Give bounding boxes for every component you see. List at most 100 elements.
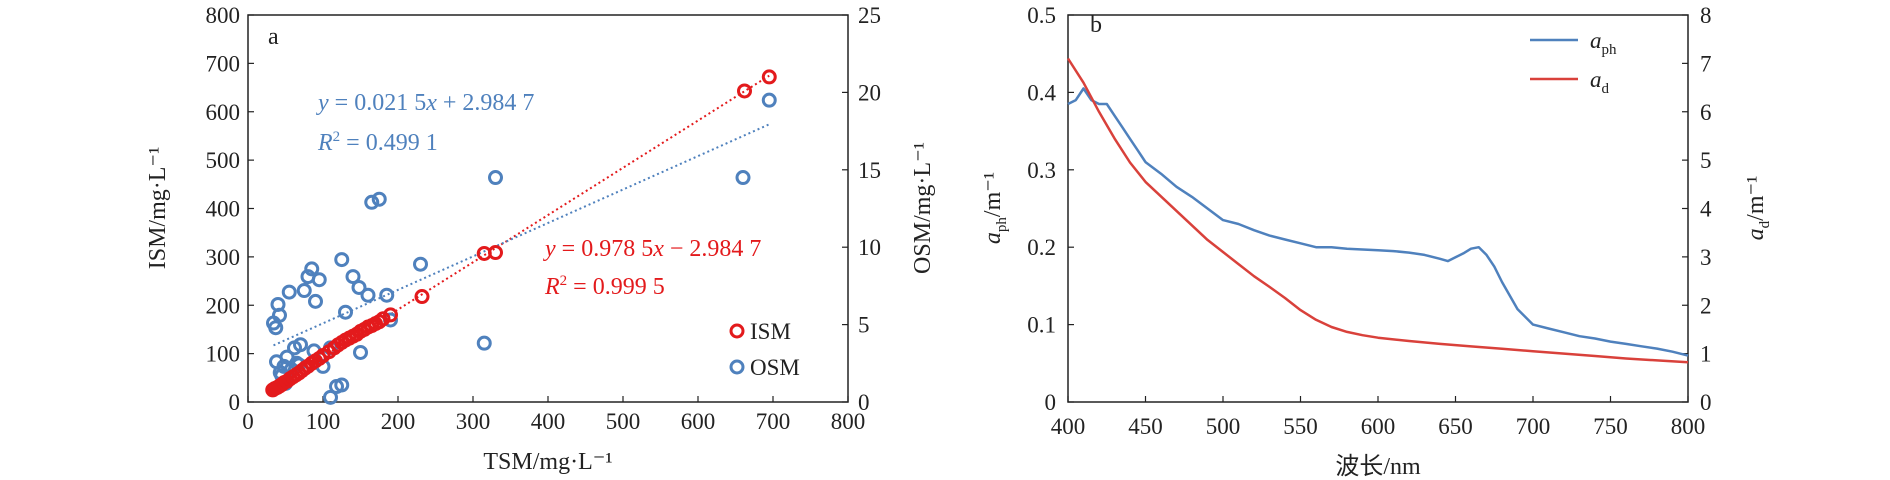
osm-point	[311, 272, 327, 288]
y-tick-label: 0.3	[1027, 158, 1056, 183]
ism-point	[737, 83, 752, 99]
y-right-tick-label: 2	[1700, 293, 1712, 318]
y-tick-label: 200	[206, 293, 241, 318]
legend-ad-sub: d	[1602, 81, 1610, 97]
x-tick-label: 300	[456, 409, 491, 434]
y-tick-label: 0	[229, 390, 241, 415]
osm-eq-tail: + 2.984 7	[437, 90, 535, 116]
x-tick-label: 600	[681, 409, 716, 434]
osm-point	[334, 252, 350, 268]
panel-b: b 400 450 500 550 600 650 700 750 800 00.10.20.3…	[980, 3, 1773, 480]
osm-point	[281, 284, 297, 300]
ism-point	[488, 245, 503, 261]
y-tick-label: 700	[206, 51, 241, 76]
y-right-tick-label: 20	[858, 80, 881, 105]
panel-b-y-right-label-unit: /m⁻¹	[1743, 176, 1769, 221]
y-right-tick-label: 7	[1700, 51, 1712, 76]
y-right-tick-label: 8	[1700, 3, 1712, 28]
y-right-tick-label: 6	[1700, 100, 1712, 125]
panel-a-legend: ISM OSM	[729, 319, 800, 380]
y-tick-label: 0.4	[1027, 80, 1056, 105]
ism-eq-body: = 0.978 5	[556, 236, 654, 262]
osm-r2-value: = 0.499 1	[340, 130, 438, 156]
osm-fit-equation: y = 0.021 5x + 2.984 7	[316, 90, 534, 116]
y-right-tick-label: 4	[1700, 197, 1712, 222]
y-right-tick-label: 15	[858, 158, 881, 183]
x-tick-label: 750	[1593, 414, 1628, 439]
panel-b-lines	[1066, 57, 1689, 364]
panel-b-y-right-axis-label: ad/m⁻¹	[1743, 176, 1773, 241]
x-tick-label: 800	[1671, 414, 1706, 439]
osm-eq-x: x	[425, 90, 437, 116]
ism-r2-value: = 0.999 5	[567, 274, 665, 300]
y-tick-label: 0.5	[1027, 3, 1056, 28]
y-right-tick-label: 0	[1700, 390, 1712, 415]
panel-b-x-axis-label: 波长/nm	[1335, 453, 1421, 480]
panel-a-fit-lines	[272, 74, 770, 390]
panel-a-x-ticks: 0 100 200 300 400 500 600 700 800	[242, 396, 865, 434]
panel-a-y-ticks: 0 100 200 300 400 500 600 700 800	[206, 3, 254, 415]
panel-b-y-label-sub: ph	[994, 217, 1010, 233]
legend-osm-marker	[729, 359, 745, 375]
panel-b-y-right-label-sub: d	[1757, 220, 1773, 228]
legend-ism-marker	[729, 323, 745, 339]
osm-point	[308, 293, 323, 309]
x-tick-label: 700	[1516, 414, 1551, 439]
panel-a-y-axis-label: ISM/mg·L⁻¹	[145, 147, 171, 270]
osm-point	[360, 287, 376, 303]
x-tick-label: 100	[306, 409, 341, 434]
legend-osm-label: OSM	[750, 355, 800, 380]
osm-fit-r2: R2 = 0.499 1	[317, 129, 438, 156]
y-tick-label: 600	[206, 100, 241, 125]
osm-point	[761, 92, 777, 108]
panel-b-label: b	[1090, 12, 1102, 38]
osm-trendline	[273, 123, 770, 347]
osm-point	[488, 170, 503, 186]
y-right-tick-label: 5	[858, 313, 870, 338]
osm-point	[345, 269, 361, 285]
ism-r2-sup: 2	[560, 273, 568, 289]
osm-point	[293, 337, 308, 353]
ism-eq-y: y	[543, 236, 556, 262]
osm-point	[353, 344, 368, 360]
ism-eq-x: x	[652, 236, 664, 262]
panel-a-points	[265, 69, 777, 405]
osm-point	[279, 349, 295, 365]
x-tick-label: 600	[1361, 414, 1396, 439]
osm-eq-body: = 0.021 5	[329, 90, 427, 116]
ism-r2-R: R	[544, 274, 560, 300]
osm-r2-R: R	[317, 130, 333, 156]
panel-b-y-label-unit: /m⁻¹	[980, 172, 1006, 217]
panel-b-x-ticks: 400 450 500 550 600 650 700 750 800	[1051, 396, 1706, 439]
legend-aph-label: aph	[1590, 28, 1617, 58]
x-tick-label: 200	[381, 409, 416, 434]
osm-point	[304, 261, 320, 277]
ism-point	[761, 69, 777, 85]
legend-aph-main: a	[1590, 28, 1602, 53]
panel-b-y-axis-label: aph/m⁻¹	[980, 172, 1010, 244]
osm-point	[735, 170, 751, 186]
osm-point	[364, 194, 380, 210]
x-tick-label: 700	[756, 409, 791, 434]
panel-a-y-right-ticks: 0 5 10 15 20 25	[842, 3, 881, 415]
osm-point	[351, 279, 367, 295]
legend-aph-sub: ph	[1602, 42, 1618, 58]
osm-point	[379, 287, 395, 303]
panel-a-label: a	[268, 24, 279, 50]
osm-point	[296, 283, 312, 299]
ism-point	[414, 289, 430, 305]
ism-eq-tail: − 2.984 7	[664, 236, 762, 262]
osm-point	[323, 389, 338, 405]
x-tick-label: 450	[1128, 414, 1163, 439]
x-tick-label: 0	[242, 409, 254, 434]
y-right-tick-label: 3	[1700, 245, 1712, 270]
ism-fit-equation: y = 0.978 5x − 2.984 7	[543, 236, 761, 262]
panel-b-legend: aph a d	[1530, 28, 1617, 97]
y-tick-label: 800	[206, 3, 241, 28]
y-tick-label: 400	[206, 197, 241, 222]
x-tick-label: 650	[1438, 414, 1473, 439]
y-right-tick-label: 0	[858, 390, 870, 415]
osm-point	[272, 307, 287, 323]
panel-a-y-right-axis-label: OSM/mg·L⁻¹	[910, 142, 936, 274]
series-line-a-d	[1066, 57, 1689, 364]
